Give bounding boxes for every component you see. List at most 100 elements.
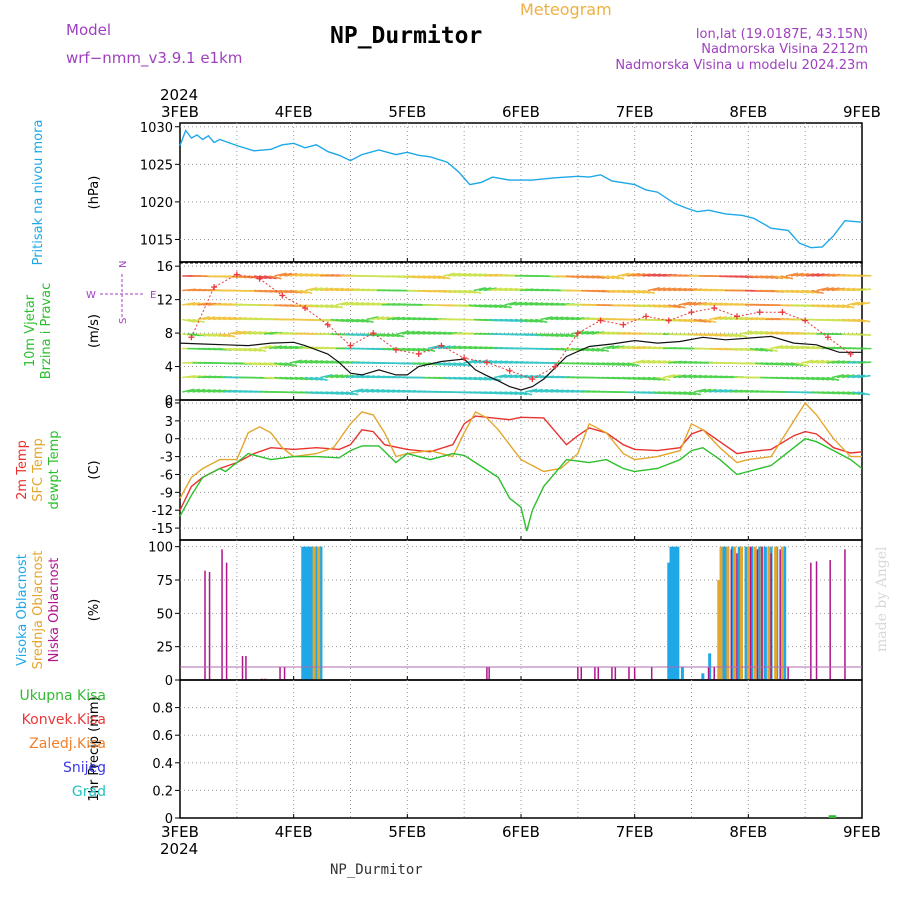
wind-barb bbox=[494, 374, 507, 379]
wind-barb bbox=[381, 316, 395, 321]
wind-barb bbox=[529, 318, 543, 323]
wind-barb bbox=[627, 362, 640, 367]
bar-visoka-oblacnost bbox=[674, 546, 678, 680]
wind-barb bbox=[806, 289, 819, 294]
gust-marker bbox=[370, 330, 377, 337]
bar-niska-oblacnost bbox=[761, 546, 763, 680]
wind-barb bbox=[519, 391, 533, 396]
y-tick-label: 0.2 bbox=[152, 784, 173, 799]
wind-barb bbox=[632, 289, 646, 294]
wind-barb bbox=[371, 316, 385, 321]
y-tick-label: 0.4 bbox=[152, 757, 173, 772]
wind-barb bbox=[760, 331, 774, 335]
bar-niska-oblacnost bbox=[241, 656, 244, 680]
wind-barb bbox=[714, 389, 728, 393]
y-tick-label: 0.6 bbox=[152, 729, 173, 744]
bar-niska-oblacnost bbox=[730, 549, 733, 680]
y-tick-label: -15 bbox=[152, 522, 173, 537]
wind-barb bbox=[412, 347, 426, 352]
wind-barb bbox=[340, 301, 354, 306]
wind-barb bbox=[550, 333, 564, 338]
bar-visoka-oblacnost bbox=[730, 546, 734, 680]
wind-barb bbox=[826, 287, 840, 292]
wind-barb bbox=[642, 376, 656, 381]
wind-barb bbox=[831, 373, 845, 379]
gust-marker bbox=[461, 355, 468, 362]
wind-barb bbox=[529, 388, 543, 393]
wind-barb bbox=[616, 362, 630, 367]
wind-barb bbox=[555, 333, 569, 338]
wind-barb bbox=[857, 301, 871, 306]
wind-barb bbox=[565, 333, 579, 338]
wind-barb bbox=[708, 316, 722, 321]
wind-barb bbox=[785, 362, 799, 367]
wind-barb bbox=[724, 333, 738, 338]
wind-barb bbox=[657, 376, 671, 382]
wind-barb bbox=[724, 316, 738, 321]
wind-barb bbox=[402, 330, 415, 335]
wind-barb bbox=[693, 388, 707, 393]
gust-marker bbox=[824, 334, 831, 341]
wind-barb bbox=[212, 333, 226, 338]
wind-barb bbox=[795, 362, 809, 367]
y-tick-label: 4 bbox=[165, 361, 173, 376]
wind-barb bbox=[831, 287, 845, 292]
wind-barb bbox=[458, 362, 471, 367]
model-label: Model bbox=[66, 21, 111, 39]
wind-barb bbox=[857, 391, 870, 396]
y-unit-label: (hPa) bbox=[87, 176, 102, 210]
bar-niska-oblacnost bbox=[486, 666, 488, 680]
wind-barb bbox=[632, 359, 645, 364]
wind-barb bbox=[760, 347, 773, 352]
wind-barb bbox=[519, 301, 533, 306]
wind-barb bbox=[606, 345, 620, 350]
gust-marker bbox=[233, 271, 240, 278]
wind-barb bbox=[535, 388, 549, 393]
wind-barb bbox=[821, 287, 835, 292]
wind-barb bbox=[458, 289, 472, 294]
wind-barb bbox=[668, 287, 682, 292]
wind-barb bbox=[801, 289, 814, 294]
wind-barb bbox=[442, 362, 457, 367]
wind-barb bbox=[606, 275, 620, 280]
bar-niska-oblacnost bbox=[221, 549, 223, 680]
bar-srednja-oblacnost bbox=[746, 546, 750, 680]
wind-barb bbox=[801, 359, 814, 364]
wind-barb bbox=[806, 273, 820, 277]
wind-barb bbox=[350, 388, 364, 393]
wind-barb bbox=[483, 287, 497, 292]
wind-barb bbox=[391, 333, 405, 338]
gust-marker bbox=[574, 330, 581, 337]
wind-barb bbox=[478, 376, 492, 381]
wind-barb bbox=[632, 273, 646, 277]
wind-barb bbox=[299, 359, 313, 364]
wind-barb bbox=[703, 318, 717, 324]
wind-barb bbox=[386, 333, 400, 338]
wind-barb bbox=[698, 302, 713, 306]
wind-barb bbox=[356, 318, 369, 323]
wind-barb bbox=[335, 374, 349, 379]
wind-barb bbox=[243, 330, 257, 335]
wind-barb bbox=[274, 272, 287, 277]
bar-niska-oblacnost bbox=[279, 666, 281, 680]
bottom-date-tick-label: 9FEB bbox=[843, 823, 881, 841]
top-date-tick-label: 6FEB bbox=[502, 103, 540, 121]
y-unit-label: (m/s) bbox=[87, 314, 102, 348]
wind-barb bbox=[688, 318, 702, 323]
wind-barb bbox=[811, 289, 824, 295]
bar-visoka-oblacnost bbox=[763, 546, 767, 680]
wind-barb bbox=[755, 347, 768, 352]
wind-barb bbox=[785, 272, 799, 277]
wind-barb bbox=[703, 388, 717, 393]
chart-panels: 1015 1020 1025 1030 (hPa) Pritisak na nivou m… bbox=[15, 120, 872, 827]
wind-barb bbox=[309, 287, 323, 292]
y-tick-label: 16 bbox=[156, 260, 173, 275]
top-date-tick-label: 5FEB bbox=[388, 103, 426, 121]
y-tick-label: 1025 bbox=[140, 158, 173, 173]
wind-barb bbox=[258, 275, 272, 280]
wind-barb bbox=[683, 301, 697, 306]
wind-barb bbox=[315, 287, 329, 292]
bar-visoka-oblacnost bbox=[680, 666, 684, 680]
wind-barb bbox=[662, 374, 676, 379]
